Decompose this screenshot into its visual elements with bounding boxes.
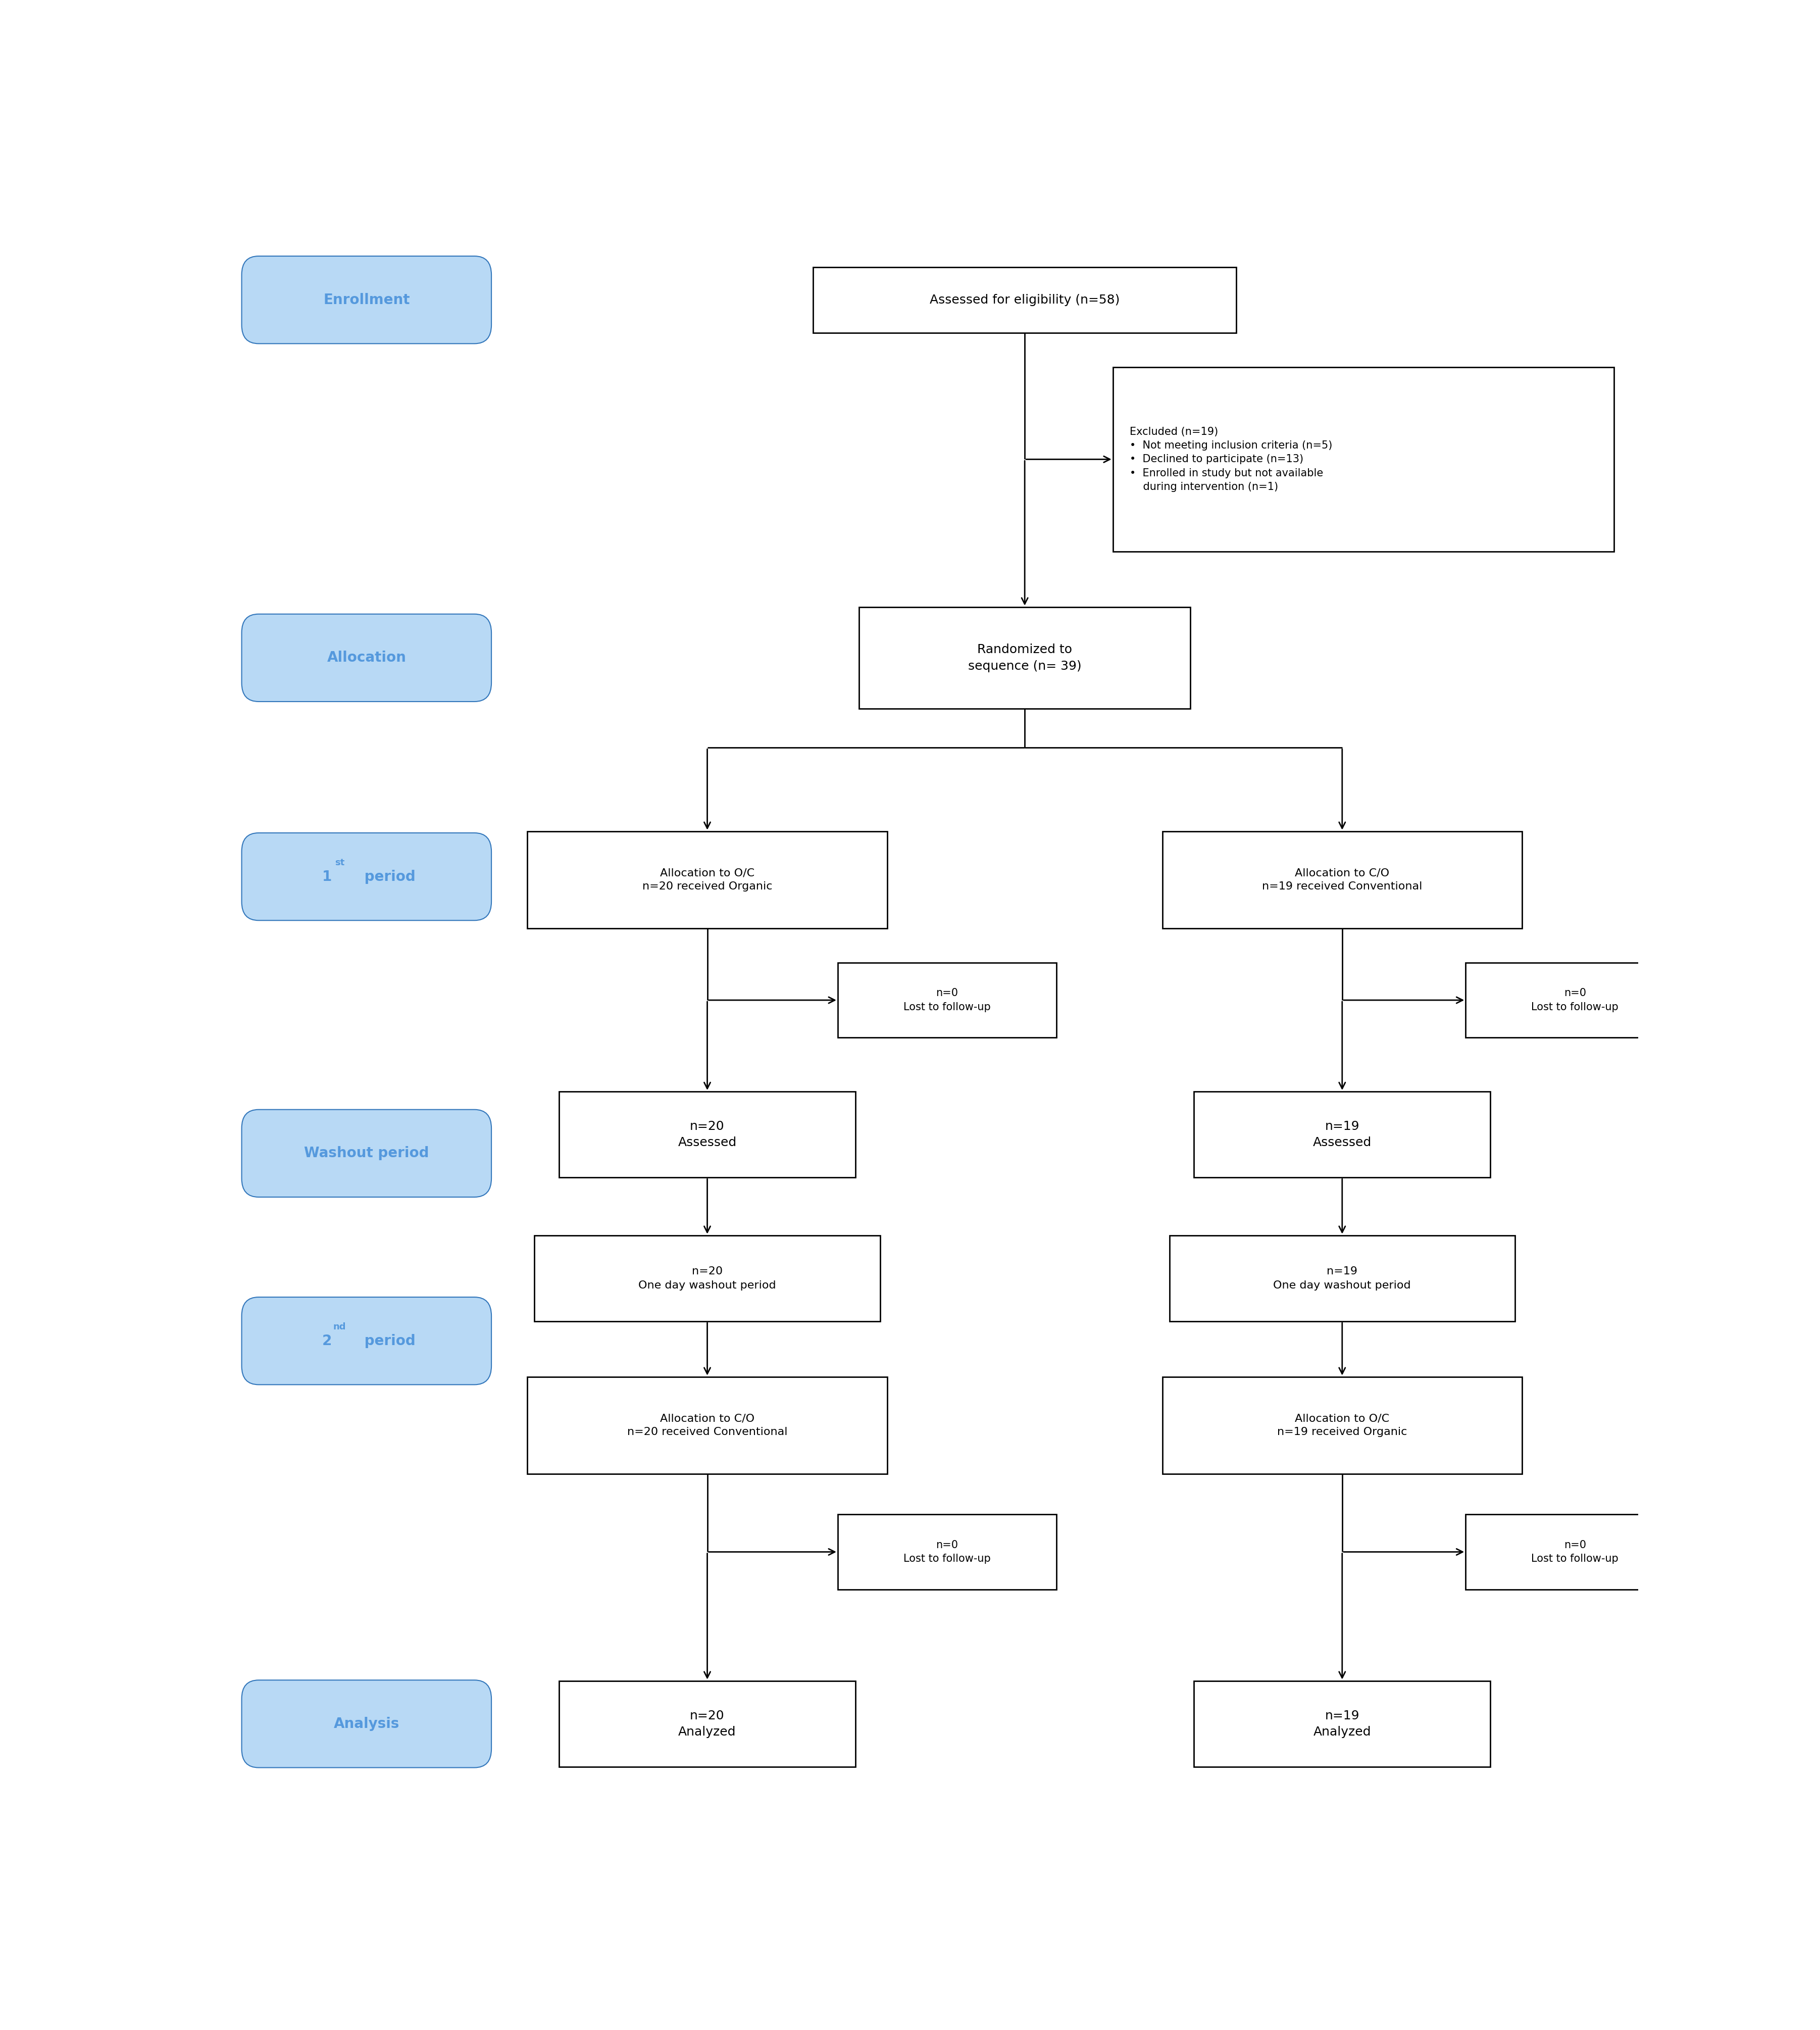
Text: Analysis: Analysis xyxy=(333,1717,399,1732)
Text: n=20
Assessed: n=20 Assessed xyxy=(677,1121,737,1149)
FancyBboxPatch shape xyxy=(1465,1514,1684,1589)
FancyBboxPatch shape xyxy=(559,1681,855,1766)
FancyBboxPatch shape xyxy=(859,607,1190,708)
FancyBboxPatch shape xyxy=(242,256,491,343)
FancyBboxPatch shape xyxy=(1194,1092,1491,1177)
Text: Allocation: Allocation xyxy=(328,652,406,666)
Text: Excluded (n=19)
•  Not meeting inclusion criteria (n=5)
•  Declined to participa: Excluded (n=19) • Not meeting inclusion … xyxy=(1130,426,1332,491)
Text: 1: 1 xyxy=(322,869,331,883)
FancyBboxPatch shape xyxy=(837,962,1056,1037)
Text: n=0
Lost to follow-up: n=0 Lost to follow-up xyxy=(903,1541,990,1563)
Text: n=0
Lost to follow-up: n=0 Lost to follow-up xyxy=(1531,989,1618,1013)
FancyBboxPatch shape xyxy=(1161,832,1522,928)
Text: n=0
Lost to follow-up: n=0 Lost to follow-up xyxy=(1531,1541,1618,1563)
Text: Allocation to C/O
n=20 received Conventional: Allocation to C/O n=20 received Conventi… xyxy=(626,1413,788,1437)
Text: n=19
Analyzed: n=19 Analyzed xyxy=(1312,1709,1370,1738)
FancyBboxPatch shape xyxy=(242,613,491,702)
FancyBboxPatch shape xyxy=(559,1092,855,1177)
FancyBboxPatch shape xyxy=(837,1514,1056,1589)
Text: Allocation to O/C
n=20 received Organic: Allocation to O/C n=20 received Organic xyxy=(642,869,772,891)
FancyBboxPatch shape xyxy=(528,832,886,928)
FancyBboxPatch shape xyxy=(242,1681,491,1768)
Text: n=19
One day washout period: n=19 One day washout period xyxy=(1272,1267,1410,1291)
FancyBboxPatch shape xyxy=(1168,1236,1514,1322)
Text: Washout period: Washout period xyxy=(304,1147,430,1161)
FancyBboxPatch shape xyxy=(1112,367,1613,552)
FancyBboxPatch shape xyxy=(1465,962,1684,1037)
FancyBboxPatch shape xyxy=(535,1236,879,1322)
Text: n=19
Assessed: n=19 Assessed xyxy=(1312,1121,1370,1149)
Text: period: period xyxy=(359,1334,415,1348)
FancyBboxPatch shape xyxy=(242,832,491,920)
Text: Randomized to
sequence (n= 39): Randomized to sequence (n= 39) xyxy=(968,644,1081,672)
FancyBboxPatch shape xyxy=(242,1297,491,1384)
Text: st: st xyxy=(335,859,344,867)
FancyBboxPatch shape xyxy=(1194,1681,1491,1766)
Text: n=20
Analyzed: n=20 Analyzed xyxy=(679,1709,735,1738)
Text: 2: 2 xyxy=(322,1334,331,1348)
Text: n=20
One day washout period: n=20 One day washout period xyxy=(639,1267,775,1291)
Text: n=0
Lost to follow-up: n=0 Lost to follow-up xyxy=(903,989,990,1013)
FancyBboxPatch shape xyxy=(814,268,1236,333)
FancyBboxPatch shape xyxy=(1161,1376,1522,1474)
Text: nd: nd xyxy=(333,1322,346,1332)
Text: Assessed for eligibility (n=58): Assessed for eligibility (n=58) xyxy=(930,294,1119,307)
Text: Allocation to C/O
n=19 received Conventional: Allocation to C/O n=19 received Conventi… xyxy=(1261,869,1421,891)
Text: Enrollment: Enrollment xyxy=(324,292,409,307)
Text: Allocation to O/C
n=19 received Organic: Allocation to O/C n=19 received Organic xyxy=(1278,1413,1407,1437)
FancyBboxPatch shape xyxy=(528,1376,886,1474)
FancyBboxPatch shape xyxy=(242,1110,491,1198)
Text: period: period xyxy=(359,869,415,883)
